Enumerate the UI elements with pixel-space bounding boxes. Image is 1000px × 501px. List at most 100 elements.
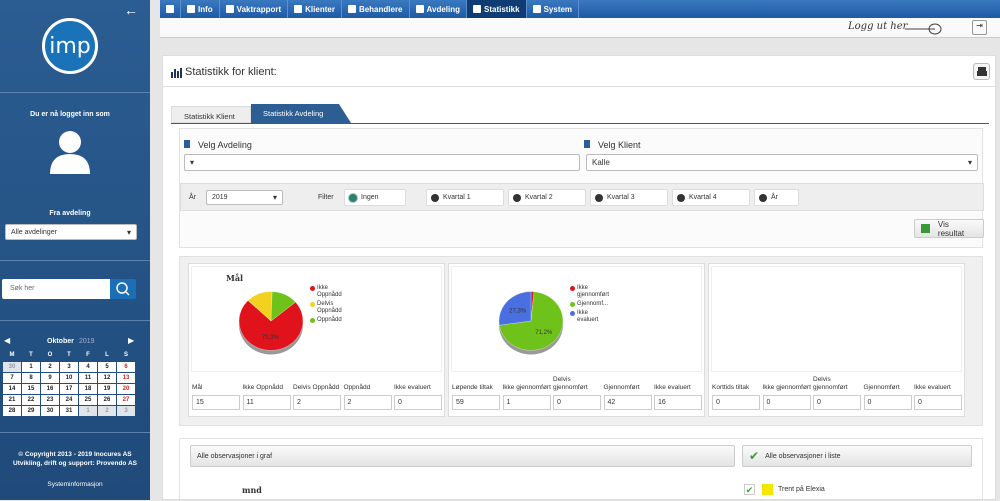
nav-item[interactable]: Klienter (288, 0, 342, 18)
radio-label: År (771, 194, 778, 201)
calendar-day[interactable]: 27 (117, 395, 135, 405)
slice-label: 71,2% (535, 330, 553, 336)
divider (0, 92, 150, 93)
legend-swatch (570, 286, 575, 291)
nav-item[interactable]: Behandlere (342, 0, 410, 18)
nav-label: Statistikk (484, 4, 520, 14)
observations-box: Alle observasjoner i graf ✔ Alle observas… (179, 438, 983, 501)
system-info-link[interactable]: Systeminformasjon (47, 481, 103, 488)
home-icon[interactable] (160, 0, 181, 18)
weekday: T (29, 352, 33, 358)
nav-item[interactable]: Statistikk (467, 0, 527, 18)
nav-label: Avdeling (426, 4, 460, 14)
calendar-day[interactable]: 19 (98, 384, 116, 394)
chart-panel: Mål 73,3% Ikke Oppnådd Delvis Oppnådd Oppnåd… (188, 263, 445, 417)
calendar-day[interactable]: 9 (41, 373, 59, 383)
calendar-day[interactable]: 18 (79, 384, 97, 394)
calendar-day[interactable]: 28 (3, 406, 21, 416)
logout-link[interactable]: Logg ut her (848, 21, 908, 32)
filter-label: Filter (318, 194, 334, 201)
graph-button[interactable]: Alle observasjoner i graf (190, 445, 735, 467)
copyright: © Copyright 2013 - 2019 Inocures AS (18, 451, 132, 458)
calendar-day[interactable]: 5 (98, 362, 116, 372)
table-value: 0 (914, 395, 962, 410)
legend-item: Oppnådd (310, 317, 350, 324)
calendar-day[interactable]: 2 (41, 362, 59, 372)
filter-radio[interactable]: Kvartal 2 (508, 189, 586, 206)
tab-line (171, 123, 989, 124)
filter-radio[interactable]: Kvartal 1 (426, 189, 504, 206)
logout-button[interactable]: ⇥ (972, 20, 987, 35)
calendar-day[interactable]: 24 (60, 395, 78, 405)
nav-item[interactable]: Vaktrapport (220, 0, 289, 18)
calendar-day[interactable]: 21 (3, 395, 21, 405)
calendar-day[interactable]: 3 (60, 362, 78, 372)
calendar-day[interactable]: 17 (60, 384, 78, 394)
show-result-button[interactable]: Vis resultat (914, 219, 984, 238)
filter-radio[interactable]: År (754, 189, 799, 206)
filter-radio[interactable]: Ingen (344, 189, 406, 206)
table-header: Ikke Oppnådd (242, 384, 283, 391)
calendar-day[interactable]: 1 (22, 362, 40, 372)
calendar-day[interactable]: 31 (60, 406, 78, 416)
calendar-day[interactable]: 11 (79, 373, 97, 383)
table-header: Ikke gjennomført (502, 384, 551, 391)
table-value: 42 (603, 395, 652, 410)
graph-heading: mnd (242, 485, 262, 495)
department-select[interactable]: Alle avdelinger (5, 224, 137, 240)
calendar-day[interactable]: 6 (117, 362, 135, 372)
calendar-day[interactable]: 3 (117, 406, 135, 416)
calendar-day[interactable]: 30 (3, 362, 21, 372)
calendar-day[interactable]: 23 (41, 395, 59, 405)
calendar-day[interactable]: 1 (79, 406, 97, 416)
tab[interactable]: Statistikk Klient (171, 106, 251, 123)
calendar-day[interactable]: 13 (117, 373, 135, 383)
calendar-day[interactable]: 26 (98, 395, 116, 405)
table-value: 0 (813, 395, 861, 410)
calendar-prev[interactable]: ◀ (4, 336, 11, 345)
nav-icon (187, 5, 195, 13)
search-input[interactable]: Søk her (2, 279, 110, 299)
list-item: Trent på Elexia (778, 486, 825, 493)
calendar-day[interactable]: 22 (22, 395, 40, 405)
calendar-day[interactable]: 25 (79, 395, 97, 405)
filter-radio[interactable]: Kvartal 3 (590, 189, 668, 206)
calendar-day[interactable]: 12 (98, 373, 116, 383)
calendar-day[interactable]: 2 (98, 406, 116, 416)
calendar-day[interactable]: 8 (22, 373, 40, 383)
table-header: Gjennomført (863, 384, 900, 391)
client-select[interactable]: Kalle (586, 154, 978, 171)
calendar-day[interactable]: 4 (79, 362, 97, 372)
calendar-day[interactable]: 7 (3, 373, 21, 383)
tab-active[interactable]: Statistikk Avdeling (251, 104, 351, 123)
weekday: F (86, 352, 90, 358)
table-header: Ikke evaluert (394, 384, 431, 391)
collapse-icon[interactable]: ← (124, 2, 138, 18)
list-button[interactable]: ✔ Alle observasjoner i liste (742, 445, 972, 467)
color-swatch (762, 484, 773, 495)
search-button[interactable] (110, 279, 136, 299)
nav-item[interactable]: Info (181, 0, 220, 18)
nav-icon (225, 5, 234, 13)
nav-label: System (543, 4, 573, 14)
calendar-day[interactable]: 30 (41, 406, 59, 416)
calendar-day[interactable]: 10 (60, 373, 78, 383)
table-header: Mål (192, 384, 203, 391)
table-header: Oppnådd (343, 384, 371, 391)
calendar-day[interactable]: 16 (41, 384, 59, 394)
legend: Ikke gjennomført Gjennomf... Ikke evaluert (570, 285, 610, 326)
nav-item[interactable]: Avdeling (410, 0, 467, 18)
nav-item[interactable]: System (527, 0, 580, 18)
checkbox[interactable]: ✔ (744, 484, 755, 495)
calendar-day[interactable]: 29 (22, 406, 40, 416)
nav-icon (532, 5, 541, 13)
filter-radio[interactable]: Kvartal 4 (672, 189, 750, 206)
print-button[interactable] (973, 63, 990, 80)
calendar-day[interactable]: 14 (3, 384, 21, 394)
calendar-day[interactable]: 15 (22, 384, 40, 394)
calendar-day[interactable]: 20 (117, 384, 135, 394)
department-select[interactable] (184, 154, 580, 171)
legend-swatch (310, 302, 315, 307)
year-select[interactable]: 2019 (206, 190, 283, 205)
calendar-next[interactable]: ▶ (128, 336, 135, 345)
